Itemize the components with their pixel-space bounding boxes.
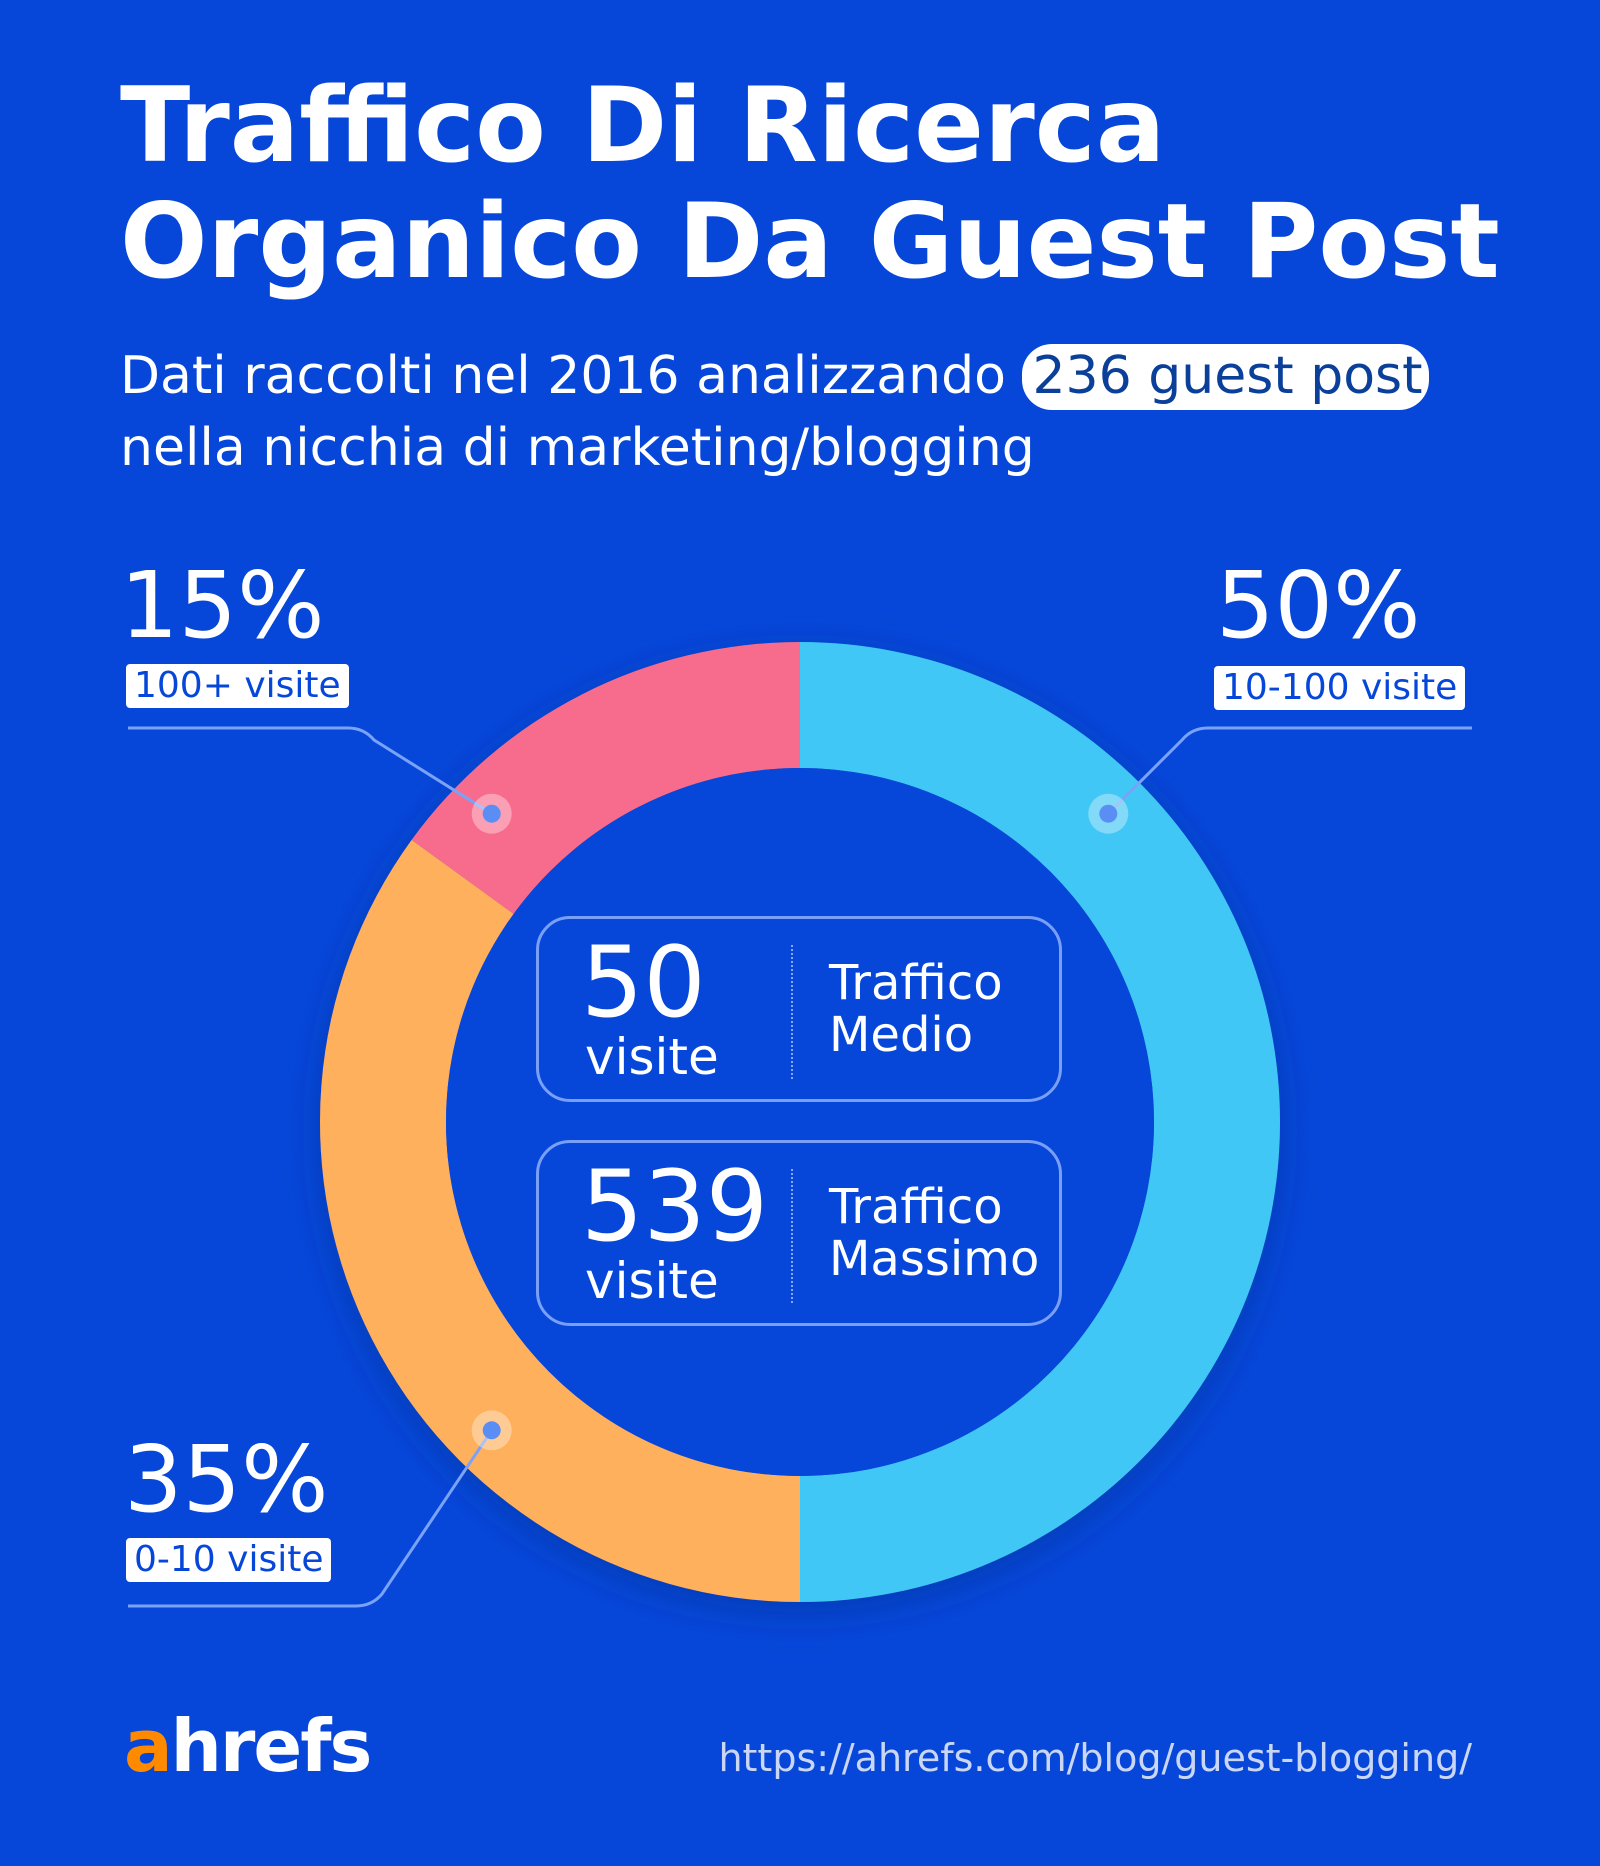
title-line-2: Organico Da Guest Post xyxy=(120,182,1500,302)
stat-number: 50 xyxy=(581,926,706,1040)
logo-letter-a: a xyxy=(124,1704,173,1788)
stat-label: Traffico Massimo xyxy=(829,1181,1039,1285)
stat-average-traffic: 50 visite Traffico Medio xyxy=(536,916,1062,1102)
subtitle-after: nella nicchia di marketing/blogging xyxy=(120,418,1035,478)
slice-percent-10-100: 50% xyxy=(1216,552,1421,659)
donut-slice-1 xyxy=(320,839,800,1602)
stat-label-line-1: Traffico xyxy=(829,1179,1003,1235)
stat-label-line-2: Massimo xyxy=(829,1231,1040,1287)
connector-line-2 xyxy=(128,726,493,815)
marker-dot-0 xyxy=(1099,804,1118,823)
connector-line-0 xyxy=(1107,726,1472,815)
slice-percent-0-10: 35% xyxy=(124,1426,329,1533)
marker-dot-1 xyxy=(482,1421,501,1440)
donut-slice-2 xyxy=(411,642,800,914)
stat-unit: visite xyxy=(585,1028,719,1086)
subtitle-before: Dati raccolti nel 2016 analizzando xyxy=(120,346,1023,406)
stat-label: Traffico Medio xyxy=(829,957,1003,1061)
subtitle: Dati raccolti nel 2016 analizzando 236 g… xyxy=(120,340,1520,484)
slice-percent-100-plus: 15% xyxy=(120,552,325,659)
title-line-1: Traffico Di Ricerca xyxy=(120,66,1166,186)
ahrefs-logo[interactable]: ahrefs xyxy=(124,1704,373,1788)
stat-label-line-1: Traffico xyxy=(829,955,1003,1011)
page-title: Traffico Di Ricerca Organico Da Guest Po… xyxy=(120,68,1540,300)
slice-label-0-10: 0-10 visite xyxy=(126,1538,332,1582)
stat-number: 539 xyxy=(581,1150,769,1264)
connector-line-1 xyxy=(128,1429,493,1608)
stat-divider xyxy=(791,945,793,1079)
donut-slice-0 xyxy=(800,642,1280,1602)
slice-label-100-plus: 100+ visite xyxy=(126,664,349,708)
donut-hole xyxy=(446,768,1154,1476)
stat-divider xyxy=(791,1169,793,1303)
subtitle-highlight: 236 guest post xyxy=(1022,344,1429,410)
source-url[interactable]: https://ahrefs.com/blog/guest-blogging/ xyxy=(718,1736,1472,1780)
stat-label-line-2: Medio xyxy=(829,1007,974,1063)
slice-label-10-100: 10-100 visite xyxy=(1214,666,1466,710)
stat-max-traffic: 539 visite Traffico Massimo xyxy=(536,1140,1062,1326)
logo-rest: hrefs xyxy=(170,1704,373,1788)
marker-dot-2 xyxy=(482,804,501,823)
stat-unit: visite xyxy=(585,1252,719,1310)
